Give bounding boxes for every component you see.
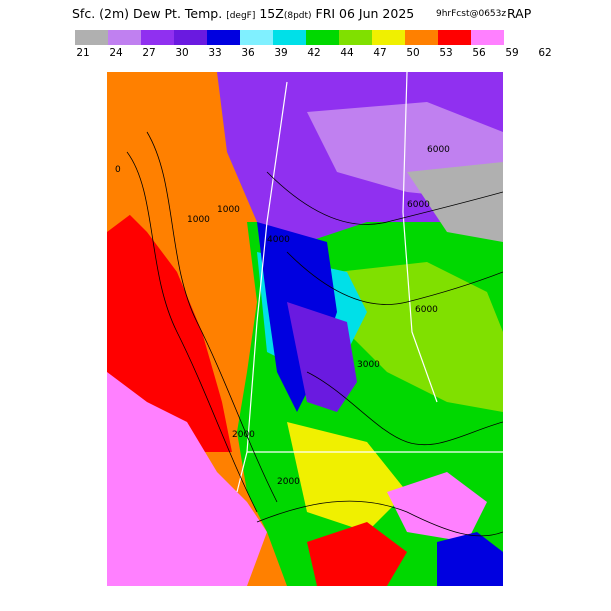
legend-tick-label: 50: [406, 47, 420, 59]
contour-line: [146, 131, 278, 503]
coastal-red-zone: [107, 192, 232, 452]
map-canvas: 6000 6000 6000 4000 3000 2000 2000 1000 …: [107, 71, 504, 586]
title-main: Sfc. (2m) Dew Pt. Temp. [degF] 15Z(8pdt)…: [72, 6, 414, 21]
legend-tick-label: 42: [307, 47, 321, 59]
title-local-time: (8pdt): [283, 11, 312, 21]
state-border-west: [236, 81, 288, 493]
legend-swatch: [339, 30, 372, 45]
south-pink-zone: [387, 472, 487, 542]
contour-line: [256, 500, 504, 537]
inland-lightgreen-zone: [337, 262, 503, 412]
contour-label: 2000: [277, 477, 300, 487]
legend-swatch: [141, 30, 174, 45]
title-date: FRI 06 Jun 2025: [315, 6, 415, 21]
contour-label: 0: [115, 165, 121, 175]
contour-label: 2000: [232, 430, 255, 440]
legend-swatch: [108, 30, 141, 45]
legend-swatch: [372, 30, 405, 45]
offshore-orange-zone: [107, 72, 187, 232]
legend-swatch: [174, 30, 207, 45]
color-legend: [75, 30, 504, 45]
legend-tick-label: 36: [241, 47, 255, 59]
south-blue-zone: [437, 532, 503, 586]
legend-tick-label: 53: [439, 47, 453, 59]
legend-tick-label: 33: [208, 47, 222, 59]
model-name: RAP: [507, 6, 532, 21]
contour-label: 6000: [415, 305, 438, 315]
legend-tick-label: 56: [472, 47, 486, 59]
legend-tick-label: 21: [76, 47, 90, 59]
legend-swatch: [306, 30, 339, 45]
title-variable: Sfc. (2m) Dew Pt. Temp.: [72, 6, 223, 21]
legend-tick-label: 24: [109, 47, 123, 59]
mountain-violet-zone: [287, 302, 357, 412]
legend-swatch: [207, 30, 240, 45]
legend-tick-label: 27: [142, 47, 156, 59]
contour-label: 1000: [217, 205, 240, 215]
forecast-info: 9hrFcst@0653z: [436, 9, 507, 19]
contour-label: 1000: [187, 215, 210, 225]
legend-swatch: [75, 30, 108, 45]
legend-tick-label: 59: [505, 47, 519, 59]
legend-tick-label: 44: [340, 47, 354, 59]
legend-tick-label: 30: [175, 47, 189, 59]
contour-line: [306, 371, 504, 446]
contour-line: [266, 171, 504, 225]
legend-swatch: [471, 30, 504, 45]
legend-swatch: [438, 30, 471, 45]
legend-swatch: [273, 30, 306, 45]
state-border-east: [402, 71, 438, 403]
northeast-gray-zone: [407, 162, 503, 242]
ocean-pink-zone-2: [117, 402, 207, 502]
south-red-zone: [307, 522, 407, 586]
legend-swatch: [405, 30, 438, 45]
legend-tick-label: 47: [373, 47, 387, 59]
contour-line: [286, 251, 504, 305]
contour-label: 6000: [427, 145, 450, 155]
chart-title: Sfc. (2m) Dew Pt. Temp. [degF] 15Z(8pdt)…: [0, 6, 611, 24]
legend-swatch: [240, 30, 273, 45]
contour-label: 6000: [407, 200, 430, 210]
contour-label: 3000: [357, 360, 380, 370]
color-legend-ticks: 21 24 27 30 33 36 39 42 44 47 50 53 56 59 62: [0, 47, 611, 61]
dewpoint-map: 6000 6000 6000 4000 3000 2000 2000 1000 …: [107, 71, 504, 586]
contour-label: 4000: [267, 235, 290, 245]
legend-tick-label: 39: [274, 47, 288, 59]
contour-line: [126, 151, 258, 513]
title-hour: 15Z: [259, 6, 284, 21]
title-units: [degF]: [226, 11, 256, 21]
legend-tick-label: 62: [538, 47, 552, 59]
